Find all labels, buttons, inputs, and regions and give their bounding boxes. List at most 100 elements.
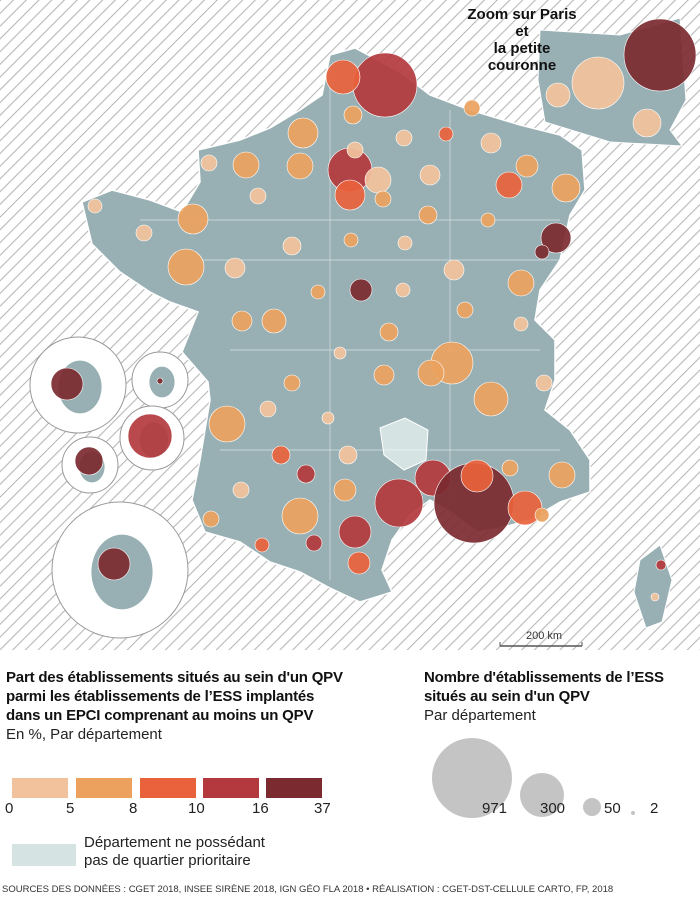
department-bubble-class-3: [438, 126, 454, 142]
department-bubble-class-1: [419, 164, 441, 186]
department-bubble-class-2: [231, 310, 253, 332]
department-bubble-class-5: [540, 222, 572, 254]
legend-break: 0: [5, 800, 14, 817]
department-bubble-class-1: [232, 481, 250, 499]
department-bubble-class-3: [325, 59, 361, 95]
footer-sources: SOURCES DES DONNÉES : CGET 2018, INSEE S…: [2, 884, 614, 895]
legend-break: 16: [252, 800, 269, 817]
department-bubble-class-5: [74, 446, 104, 476]
department-bubble-class-2: [379, 322, 399, 342]
legend-break: 5: [66, 800, 75, 817]
department-bubble-class-3: [334, 179, 366, 211]
share-legend-subtitle: En %, Par département: [6, 726, 162, 743]
legend-circle-300: [520, 773, 564, 817]
department-bubble-class-1: [249, 187, 267, 205]
department-bubble-class-1: [338, 445, 358, 465]
department-bubble-class-5: [623, 18, 697, 92]
department-bubble-class-1: [282, 236, 302, 256]
no-qpv-label-line: pas de quartier prioritaire: [84, 852, 251, 869]
department-bubble-class-2: [515, 154, 539, 178]
legend-count-value: 300: [540, 800, 566, 817]
department-bubble-class-5: [534, 244, 550, 260]
legend-swatch-class-5: [266, 778, 322, 798]
legend-swatch-class-3: [140, 778, 196, 798]
department-bubble-class-1: [346, 141, 364, 159]
department-bubble-class-1: [87, 198, 103, 214]
department-bubble-class-4: [296, 464, 316, 484]
department-bubble-class-2: [551, 173, 581, 203]
share-legend-title: parmi les établissements de l’ESS implan…: [6, 688, 315, 705]
department-bubble-class-2: [343, 232, 359, 248]
department-bubble-class-1: [321, 411, 335, 425]
legend-break: 10: [188, 800, 205, 817]
department-bubble-class-1: [650, 592, 660, 602]
paris-zoom-title-line: Zoom sur Paris et: [467, 6, 577, 40]
paris-zoom-title: Zoom sur Paris et la petite couronne: [462, 6, 582, 74]
department-bubble-class-2: [501, 459, 519, 477]
department-bubble-class-2: [548, 461, 576, 489]
department-bubble-class-3: [254, 537, 270, 553]
department-bubble-class-1: [333, 346, 347, 360]
count-legend-circles: [432, 738, 635, 818]
department-bubble-class-1: [224, 257, 246, 279]
department-bubble-class-2: [374, 190, 392, 208]
department-bubble-class-5: [50, 367, 84, 401]
count-legend-subtitle: Par département: [424, 707, 536, 724]
scale-bar: [499, 642, 583, 647]
department-bubble-class-2: [456, 301, 474, 319]
share-legend: Part des établissements situés au sein d…: [6, 668, 343, 744]
no-qpv-swatch: [12, 844, 76, 866]
department-bubble-class-1: [395, 129, 413, 147]
legend-swatch-class-1: [12, 778, 68, 798]
department-bubble-class-4: [305, 534, 323, 552]
department-bubble-class-4: [127, 413, 173, 459]
legend-circle-2: [631, 811, 635, 815]
department-bubble-class-2: [343, 105, 363, 125]
department-bubble-class-2: [287, 117, 319, 149]
department-bubbles: [50, 18, 697, 602]
department-bubble-class-4: [338, 515, 372, 549]
department-bubble-class-3: [460, 459, 494, 493]
department-bubble-class-3: [271, 445, 291, 465]
department-bubble-class-1: [364, 166, 392, 194]
scale-label: 200 km: [526, 630, 563, 642]
department-bubble-class-1: [513, 316, 529, 332]
department-bubble-class-1: [443, 259, 465, 281]
paris-zoom-title-line: la petite couronne: [487, 40, 557, 74]
legend-circle-971: [432, 738, 512, 818]
department-bubble-class-2: [418, 205, 438, 225]
legend-count-value: 50: [604, 800, 621, 817]
department-bubble-class-2: [202, 510, 220, 528]
department-bubble-class-2: [281, 497, 319, 535]
department-bubble-class-2: [167, 248, 205, 286]
department-bubble-class-1: [259, 400, 277, 418]
department-bubble-class-5: [156, 377, 164, 385]
legend-count-value: 971: [482, 800, 508, 817]
department-bubble-class-1: [535, 374, 553, 392]
department-bubble-class-5: [349, 278, 373, 302]
department-bubble-class-2: [507, 269, 535, 297]
department-bubble-class-3: [347, 551, 371, 575]
legend-break: 8: [129, 800, 138, 817]
department-bubble-class-4: [655, 559, 667, 571]
department-without-qpv: [379, 417, 429, 471]
legend-circle-50: [583, 798, 601, 816]
department-bubble-class-2: [473, 381, 509, 417]
department-bubble-class-1: [135, 224, 153, 242]
france-mainland: [81, 47, 591, 603]
department-bubble-class-2: [177, 203, 209, 235]
department-bubble-class-2: [208, 405, 246, 443]
department-bubble-class-1: [200, 154, 218, 172]
department-bubble-class-1: [545, 82, 571, 108]
department-bubble-class-2: [480, 212, 496, 228]
department-bubble-class-2: [232, 151, 260, 179]
no-qpv-label: Département ne possédant pas de quartier…: [84, 834, 265, 870]
department-bubble-class-2: [286, 152, 314, 180]
department-bubble-class-2: [310, 284, 326, 300]
department-bubble-class-4: [352, 52, 418, 118]
department-bubble-class-2: [463, 99, 481, 117]
department-bubble-class-5: [97, 547, 131, 581]
count-legend-title: Nombre d'établissements de l’ESS: [424, 669, 664, 686]
